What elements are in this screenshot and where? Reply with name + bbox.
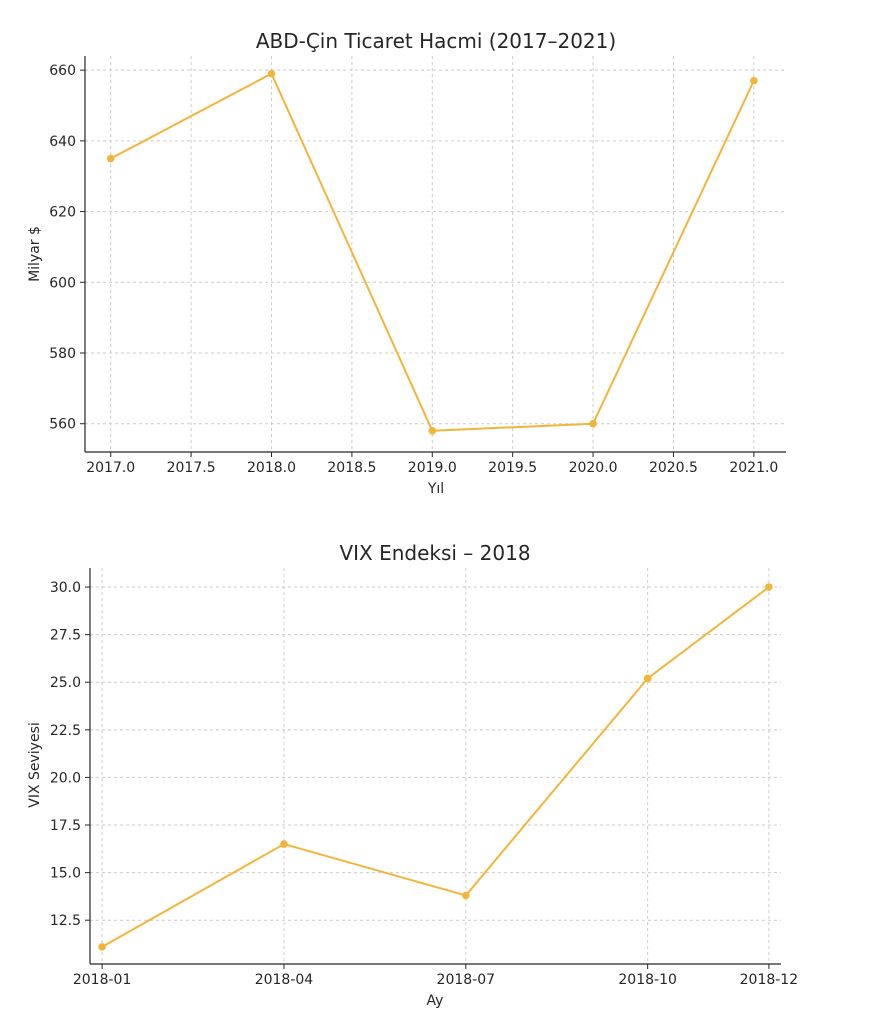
- y-tick-label: 17.5: [50, 818, 81, 834]
- data-point: [589, 419, 597, 428]
- chart-title: VIX Endeksi – 2018: [339, 541, 530, 565]
- y-tick-label: 25.0: [50, 675, 81, 691]
- data-point: [428, 426, 437, 435]
- x-tick-label: 2021.0: [729, 460, 778, 476]
- trade-volume-chart: ABD-Çin Ticaret Hacmi (2017–2021) 2017.0…: [27, 29, 786, 497]
- data-point: [765, 583, 773, 591]
- x-tick-label: 2018-01: [73, 972, 132, 988]
- y-tick-label: 620: [49, 205, 76, 221]
- y-tick-label: 12.5: [50, 913, 81, 929]
- y-tick-label: 580: [49, 346, 76, 362]
- x-tick-label: 2017.5: [167, 460, 216, 476]
- y-tick-label: 22.5: [50, 723, 81, 739]
- x-tick-label: 2018-10: [618, 972, 677, 988]
- x-tick-label: 2018.5: [327, 460, 376, 476]
- y-tick-label: 660: [49, 63, 76, 79]
- y-tick-label: 27.5: [50, 628, 81, 644]
- x-tick-label: 2020.0: [569, 460, 618, 476]
- series-line: [101, 586, 770, 948]
- x-tick-label: 2018.0: [247, 460, 296, 476]
- y-axis-label: VIX Seviyesi: [27, 722, 43, 808]
- x-tick-label: 2017.0: [86, 460, 135, 476]
- y-axis-label: Milyar $: [27, 226, 43, 282]
- y-tick-label: 640: [49, 134, 76, 150]
- data-point: [643, 674, 652, 683]
- grid: [85, 56, 786, 452]
- x-tick-label: 2019.5: [488, 460, 537, 476]
- y-tick-label: 560: [49, 417, 76, 433]
- series-line: [110, 72, 755, 432]
- data-point: [750, 76, 758, 85]
- series: [98, 583, 773, 951]
- data-point: [98, 943, 106, 951]
- axes: 2017.0 2017.5 2018.0 2018.5 2019.0 2019.5 2020…: [49, 56, 786, 476]
- y-tick-label: 20.0: [50, 770, 81, 786]
- x-tick-label: 2018-04: [255, 972, 314, 988]
- x-tick-label: 2020.5: [649, 460, 698, 476]
- data-point: [280, 840, 288, 848]
- x-tick-label: 2018-07: [437, 972, 496, 988]
- y-tick-label: 30.0: [50, 580, 81, 596]
- x-axis-label: Ay: [427, 993, 444, 1009]
- x-axis-label: Yıl: [427, 481, 444, 497]
- vix-index-chart: VIX Endeksi – 2018 2018-01 2018-04 2018-07…: [27, 541, 798, 1009]
- series: [106, 69, 758, 435]
- data-point: [462, 891, 470, 900]
- axes: 2018-01 2018-04 2018-07 2018-10 2018-12 12.5 1…: [50, 568, 798, 988]
- data-point: [106, 154, 115, 163]
- x-tick-label: 2018-12: [740, 972, 799, 988]
- data-point: [267, 69, 276, 78]
- y-tick-label: 15.0: [50, 866, 81, 882]
- x-tick-label: 2019.0: [408, 460, 457, 476]
- grid: [90, 568, 781, 964]
- chart-title: ABD-Çin Ticaret Hacmi (2017–2021): [256, 29, 616, 53]
- y-tick-label: 600: [49, 275, 76, 291]
